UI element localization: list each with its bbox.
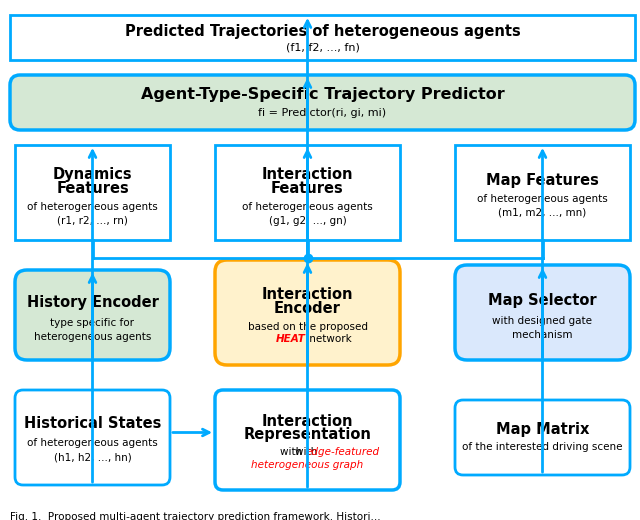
Text: (h1, h2, ..., hn): (h1, h2, ..., hn) <box>54 452 131 462</box>
FancyBboxPatch shape <box>455 265 630 360</box>
Text: (r1, r2, ..., rn): (r1, r2, ..., rn) <box>57 215 128 226</box>
Text: Dynamics: Dynamics <box>52 167 132 182</box>
Text: Features: Features <box>56 181 129 196</box>
Text: HEAT: HEAT <box>276 334 305 344</box>
FancyBboxPatch shape <box>215 260 400 365</box>
Text: of heterogeneous agents: of heterogeneous agents <box>242 201 373 212</box>
Text: of heterogeneous agents: of heterogeneous agents <box>477 193 608 203</box>
Text: with: with <box>280 447 305 457</box>
Text: of heterogeneous agents: of heterogeneous agents <box>27 438 158 448</box>
Text: Map Selector: Map Selector <box>488 293 597 308</box>
FancyBboxPatch shape <box>215 390 400 490</box>
Text: (f1, f2, ..., fn): (f1, f2, ..., fn) <box>285 43 360 53</box>
Text: Encoder: Encoder <box>274 301 341 316</box>
Bar <box>455 145 630 240</box>
Bar <box>10 15 635 60</box>
Text: type specific for: type specific for <box>51 318 134 328</box>
Bar <box>15 145 170 240</box>
Text: Interaction: Interaction <box>262 287 353 302</box>
Text: of heterogeneous agents: of heterogeneous agents <box>27 201 158 212</box>
Text: Agent-Type-Specific Trajectory Predictor: Agent-Type-Specific Trajectory Predictor <box>141 87 504 102</box>
Text: Fig. 1.  Proposed multi-agent trajectory prediction framework. Histori...: Fig. 1. Proposed multi-agent trajectory … <box>10 512 381 520</box>
FancyBboxPatch shape <box>15 390 170 485</box>
FancyBboxPatch shape <box>455 400 630 475</box>
Text: Interaction: Interaction <box>262 414 353 430</box>
Text: (g1, g2, ..., gn): (g1, g2, ..., gn) <box>269 215 346 226</box>
Text: heterogeneous graph: heterogeneous graph <box>252 460 364 470</box>
FancyBboxPatch shape <box>15 270 170 360</box>
Text: fi = Predictor(ri, gi, mi): fi = Predictor(ri, gi, mi) <box>259 108 387 118</box>
Text: History Encoder: History Encoder <box>27 295 159 310</box>
FancyBboxPatch shape <box>10 75 635 130</box>
Text: Map Features: Map Features <box>486 173 599 188</box>
Text: of the interested driving scene: of the interested driving scene <box>462 443 623 452</box>
Text: Features: Features <box>271 181 344 196</box>
Text: Representation: Representation <box>244 427 371 443</box>
Text: with designed gate: with designed gate <box>493 316 593 326</box>
Text: network: network <box>305 334 351 344</box>
Text: heterogeneous agents: heterogeneous agents <box>34 332 151 342</box>
Text: with: with <box>295 447 320 457</box>
Text: Predicted Trajectories of heterogeneous agents: Predicted Trajectories of heterogeneous … <box>125 24 520 39</box>
Text: Historical States: Historical States <box>24 416 161 431</box>
Text: Interaction: Interaction <box>262 167 353 182</box>
Text: based on the proposed: based on the proposed <box>248 321 367 332</box>
Bar <box>215 145 400 240</box>
Text: Map Matrix: Map Matrix <box>496 422 589 437</box>
Text: mechanism: mechanism <box>512 330 573 340</box>
Text: (m1, m2, ..., mn): (m1, m2, ..., mn) <box>499 207 587 217</box>
Text: edge-featured: edge-featured <box>305 447 380 457</box>
